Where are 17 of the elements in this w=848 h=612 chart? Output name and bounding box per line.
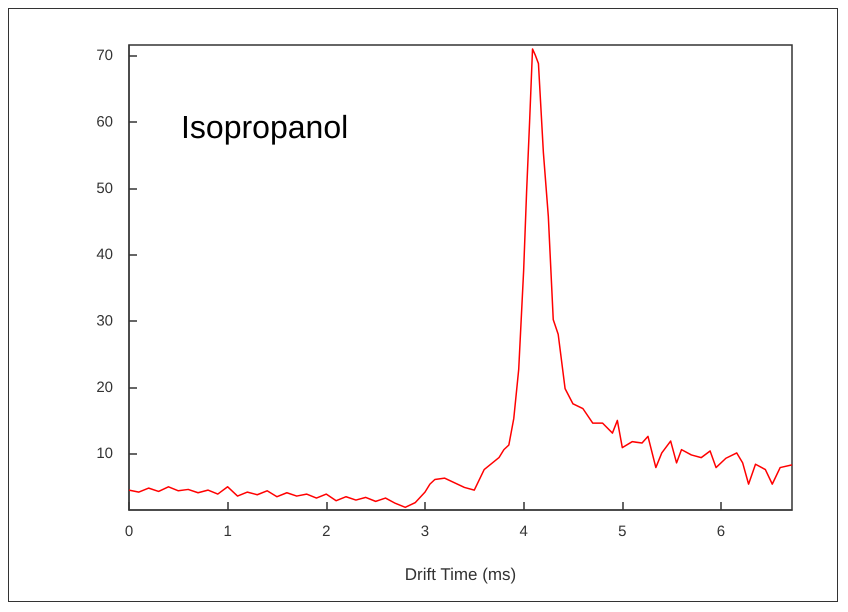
- x-tick-label: 6: [716, 523, 726, 540]
- y-tick-label: 30: [96, 312, 113, 330]
- y-tick-label: 50: [96, 180, 113, 197]
- x-tick-label: 2: [322, 523, 330, 540]
- x-tick-label: 4: [519, 523, 528, 540]
- y-tick-label: 70: [96, 47, 113, 64]
- x-axis-title: Drift Time (ms): [404, 565, 516, 584]
- y-tick-label: 10: [96, 445, 113, 462]
- x-tick-label: 5: [618, 523, 626, 540]
- y-tick-label: 40: [96, 246, 113, 264]
- y-tick-label: 20: [96, 378, 113, 396]
- y-tick-label: 60: [96, 113, 113, 130]
- x-tick-label: 1: [223, 523, 232, 540]
- x-tick-label: 0: [124, 523, 134, 540]
- x-tick-label: 3: [420, 523, 430, 540]
- line-series: [128, 48, 793, 508]
- annotation: Isopropanol: [181, 109, 348, 145]
